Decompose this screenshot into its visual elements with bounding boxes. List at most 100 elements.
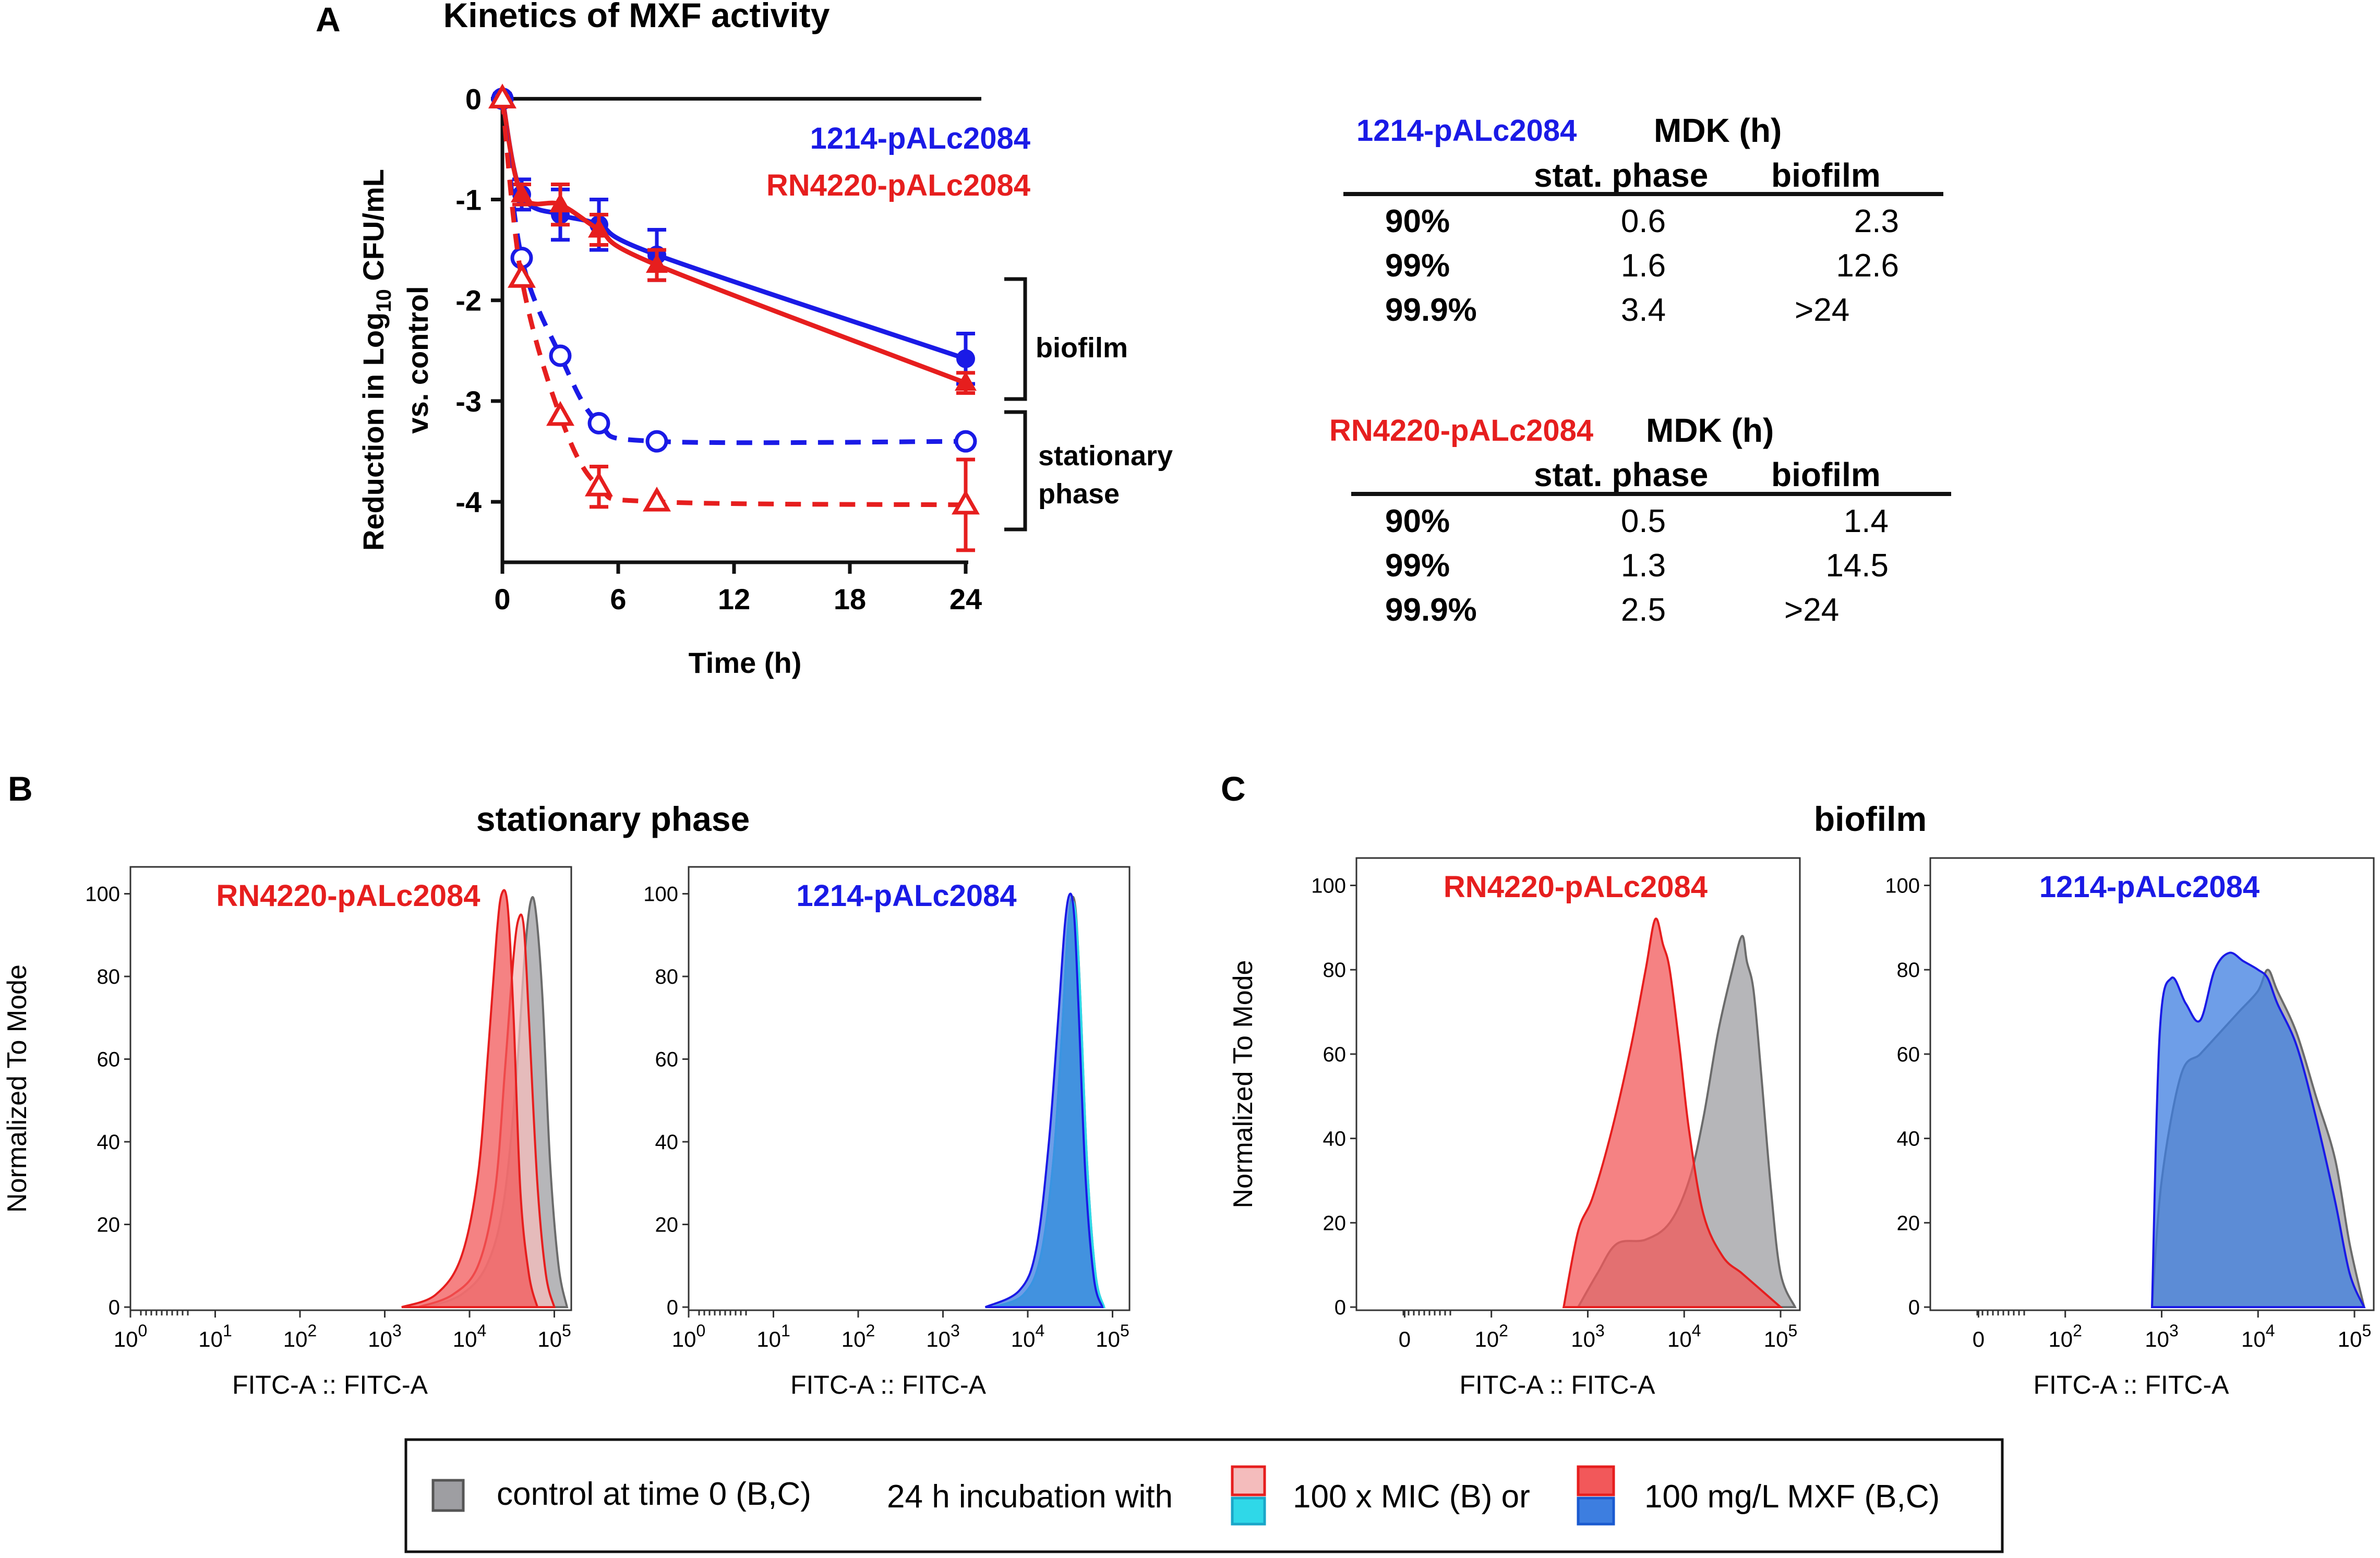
histogram-x-tick-label: 104 (1667, 1321, 1701, 1351)
histogram-frame (129, 866, 572, 1311)
table2-strain: RN4220-pALc2084 (1329, 414, 1593, 448)
tick-base: 10 (2241, 1327, 2266, 1351)
tick-base: 10 (2338, 1327, 2362, 1351)
table2-row3-bio: >24 (1784, 592, 1839, 628)
table1-row3-label: 99.9% (1385, 292, 1477, 328)
bracket-stationary (1004, 410, 1027, 532)
kinetics-series (488, 83, 980, 552)
panel-a-title: Kinetics of MXF activity (443, 0, 830, 34)
legend-box (404, 1438, 2004, 1553)
histogram-x-tick-label: 104 (2241, 1321, 2275, 1351)
histogram-y-tick-label: 0 (1335, 1296, 1346, 1319)
tick-exponent: 5 (1788, 1321, 1798, 1340)
kinetics-point (546, 401, 575, 426)
tick-base: 10 (283, 1327, 308, 1351)
table2-row1-stat: 0.5 (1621, 503, 1666, 539)
tick-base: 10 (842, 1327, 866, 1351)
bottom-legend: control at time 0 (B,C) 24 h incubation … (404, 1438, 2004, 1553)
tick-exponent: 2 (307, 1321, 317, 1340)
table1-row1-label: 90% (1385, 203, 1450, 239)
table2-row1-label: 90% (1385, 503, 1450, 539)
tick-base: 10 (368, 1327, 392, 1351)
histogram-x-tick-label: 104 (453, 1321, 487, 1351)
table2-row2-stat: 1.3 (1621, 548, 1666, 584)
table1-row3-bio: >24 (1795, 292, 1849, 328)
table1-row2-label: 99% (1385, 248, 1450, 284)
histogram-y-tick-label: 40 (1323, 1128, 1347, 1151)
kinetics-y-label-line1: Reduction in Log10 CFU/mL (357, 169, 395, 551)
kinetics-point (549, 344, 572, 367)
kinetics-y-label-rest: CFU/mL (357, 169, 390, 289)
histogram-x-tick-label: 105 (537, 1321, 571, 1351)
legend-control-label: control at time 0 (B,C) (497, 1476, 811, 1512)
histogram-y-label: Normalized To Mode (1228, 960, 1258, 1209)
histogram-y-tick-label: 0 (1908, 1296, 1920, 1319)
histogram-strain-label: 1214-pALc2084 (796, 879, 1016, 913)
histogram-area (401, 889, 539, 1308)
panel-b-label: B (8, 769, 33, 808)
kinetics-chart: 0 6 12 18 24 0 -1 -2 -3 -4 (455, 82, 982, 615)
histogram-x-tick-label: 103 (926, 1321, 960, 1351)
histogram-x-label: FITC-A :: FITC-A (2034, 1370, 2230, 1399)
kinetics-point (956, 349, 975, 368)
table1-row1-bio: 2.3 (1854, 203, 1899, 239)
kinetics-line (500, 98, 966, 508)
mdk-table-rn4220: RN4220-pALc2084 MDK (h) stat. phase biof… (1329, 412, 1951, 628)
histogram-x-tick-label: 0 (1973, 1327, 1985, 1351)
histogram-y-tick-label: 60 (1323, 1043, 1347, 1066)
histogram-x-tick-label: 102 (283, 1321, 317, 1351)
histogram-y-tick-label: 80 (1897, 959, 1920, 982)
tick-base: 10 (2048, 1327, 2073, 1351)
legend-swatch-mic-cyan (1231, 1496, 1266, 1526)
kinetics-y-tick-label: -4 (455, 486, 482, 518)
legend-swatch-mxf-red (1577, 1465, 1615, 1496)
histogram-frame (1355, 857, 1801, 1311)
kinetics-point (588, 218, 610, 238)
kinetics-y-tick-label: 0 (465, 82, 482, 115)
legend-mic-label: 100 x MIC (B) or (1293, 1479, 1530, 1515)
tick-exponent: 5 (1120, 1321, 1129, 1340)
kinetics-y-label-subscript: 10 (372, 289, 395, 312)
histogram-y-tick-label: 20 (97, 1214, 121, 1237)
kinetics-point (954, 430, 977, 453)
histogram-y-tick-label: 0 (109, 1296, 120, 1319)
histogram-y-tick-label: 60 (97, 1048, 121, 1071)
kinetics-x-tick-label: 12 (718, 583, 750, 615)
histogram-area (984, 892, 1104, 1308)
legend-incubation-label: 24 h incubation with (887, 1479, 1173, 1515)
histogram-x-tick-label: 102 (1474, 1321, 1508, 1351)
histogram-x-tick-label: 105 (1764, 1321, 1798, 1351)
table2-row1-bio: 1.4 (1844, 503, 1889, 539)
legend-mxf-label: 100 mg/L MXF (B,C) (1644, 1479, 1940, 1515)
histogram-y-tick-label: 100 (1885, 875, 1920, 898)
legend-rn4220: RN4220-pALc2084 (766, 168, 1030, 202)
panel-c-title: biofilm (1814, 800, 1927, 838)
histogram-x-tick-label: 103 (368, 1321, 402, 1351)
tick-base: 10 (537, 1327, 562, 1351)
kinetics-x-tick-label: 18 (834, 583, 866, 615)
tick-base: 10 (453, 1327, 477, 1351)
table2-row2-label: 99% (1385, 548, 1450, 584)
tick-exponent: 3 (1595, 1321, 1605, 1340)
histogram-area (2150, 951, 2366, 1308)
histogram-y-tick-label: 60 (1897, 1043, 1920, 1066)
histogram-x-tick-label: 101 (198, 1321, 232, 1351)
histogram-x-label: FITC-A :: FITC-A (232, 1370, 428, 1399)
histogram-y-tick-label: 60 (655, 1048, 679, 1071)
histogram-x-tick-label: 103 (1571, 1321, 1605, 1351)
table1-row2-stat: 1.6 (1621, 248, 1666, 284)
kinetics-point (507, 263, 536, 288)
kinetics-y-tick-label: -2 (455, 284, 482, 317)
tick-base: 10 (1667, 1327, 1692, 1351)
tick-exponent: 2 (866, 1321, 875, 1340)
histogram-y-tick-label: 0 (667, 1296, 678, 1319)
table1-col1: stat. phase (1534, 156, 1708, 194)
histogram-y-tick-label: 40 (1897, 1128, 1920, 1151)
histogram-y-tick-label: 20 (655, 1214, 679, 1237)
histogram-strain-label: RN4220-pALc2084 (1444, 870, 1708, 904)
